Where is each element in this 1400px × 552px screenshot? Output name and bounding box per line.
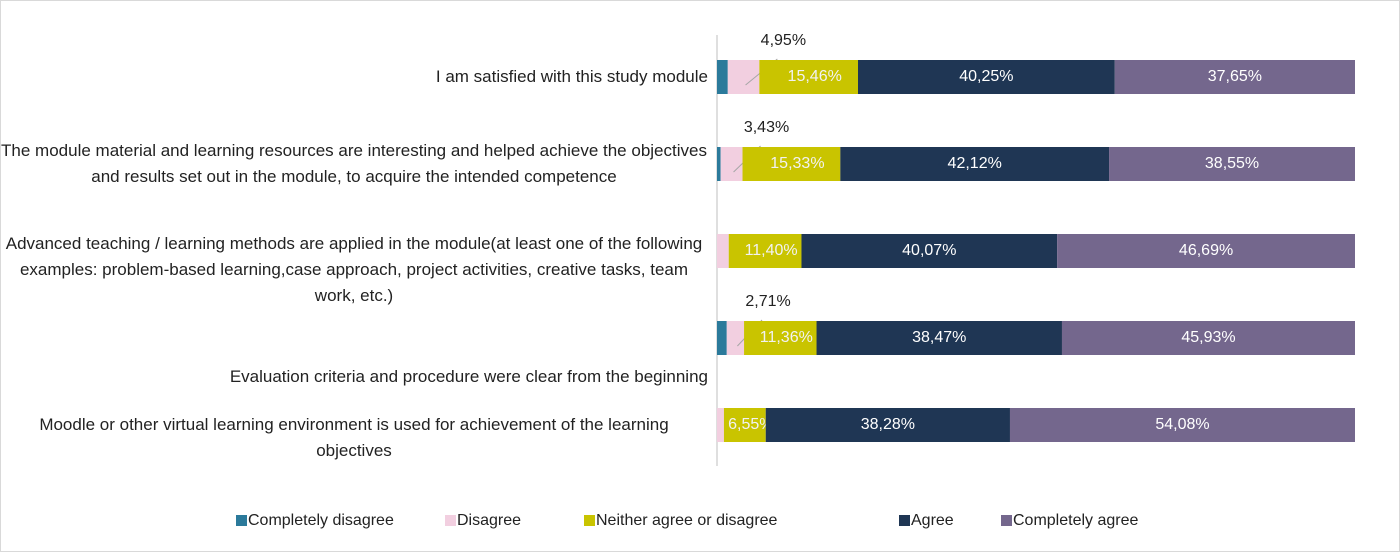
bar-segment bbox=[765, 408, 1010, 442]
legend-swatch bbox=[1001, 515, 1012, 526]
bar-segment bbox=[857, 60, 1115, 94]
bar-segment bbox=[742, 147, 841, 181]
data-label: 38,47% bbox=[912, 329, 966, 346]
bar-segment bbox=[728, 234, 802, 268]
category-label: I am satisfied with this study module bbox=[435, 67, 708, 86]
data-label: 37,65% bbox=[1208, 68, 1262, 85]
bar-segment bbox=[717, 234, 729, 268]
data-label: 3,43% bbox=[744, 119, 789, 136]
legend-label: Completely disagree bbox=[248, 512, 394, 529]
bar-segment bbox=[717, 321, 727, 355]
bar-segment bbox=[726, 321, 745, 355]
bar-segment bbox=[1061, 321, 1355, 355]
data-label: 4,95% bbox=[761, 32, 806, 49]
bar-segment bbox=[816, 321, 1062, 355]
data-label: 40,25% bbox=[959, 68, 1013, 85]
data-label: 38,28% bbox=[861, 416, 915, 433]
data-label: 38,55% bbox=[1205, 155, 1259, 172]
data-label: 46,69% bbox=[1179, 242, 1233, 259]
bar-segment bbox=[801, 234, 1058, 268]
data-label: 2,71% bbox=[745, 293, 790, 310]
legend-label: Disagree bbox=[457, 512, 521, 529]
data-label: 40,07% bbox=[902, 242, 956, 259]
bar-segment bbox=[1057, 234, 1355, 268]
data-label: 54,08% bbox=[1155, 416, 1209, 433]
bar-segment bbox=[720, 147, 743, 181]
category-label: Advanced teaching / learning methods are… bbox=[5, 234, 703, 305]
data-label: 6,55% bbox=[728, 416, 773, 433]
bar-segment bbox=[1109, 147, 1355, 181]
legend-swatch bbox=[584, 515, 595, 526]
bar-segment bbox=[840, 147, 1110, 181]
data-label: 15,46% bbox=[788, 68, 842, 85]
bar-segment bbox=[717, 408, 724, 442]
legend-swatch bbox=[236, 515, 247, 526]
data-label: 45,93% bbox=[1181, 329, 1235, 346]
data-label: 11,40% bbox=[745, 242, 798, 259]
legend-swatch bbox=[445, 515, 456, 526]
data-label: 15,33% bbox=[770, 155, 824, 172]
category-label: The module material and learning resourc… bbox=[1, 141, 707, 186]
bar-segment bbox=[717, 60, 728, 94]
bar-segment bbox=[717, 147, 721, 181]
data-label: 11,36% bbox=[760, 329, 813, 346]
bar-segment bbox=[744, 321, 817, 355]
category-label: Evaluation criteria and procedure were c… bbox=[229, 367, 708, 386]
legend-label: Completely agree bbox=[1013, 512, 1139, 529]
bar-segment bbox=[1009, 408, 1355, 442]
bar-segment bbox=[759, 60, 858, 94]
category-label: Moodle or other virtual learning environ… bbox=[39, 415, 669, 460]
bar-segment bbox=[723, 408, 766, 442]
legend-label: Neither agree or disagree bbox=[596, 512, 778, 529]
bar-segment bbox=[727, 60, 760, 94]
bar-segment bbox=[1114, 60, 1355, 94]
legend-label: Agree bbox=[911, 512, 954, 529]
legend-swatch bbox=[899, 515, 910, 526]
data-label: 42,12% bbox=[948, 155, 1002, 172]
